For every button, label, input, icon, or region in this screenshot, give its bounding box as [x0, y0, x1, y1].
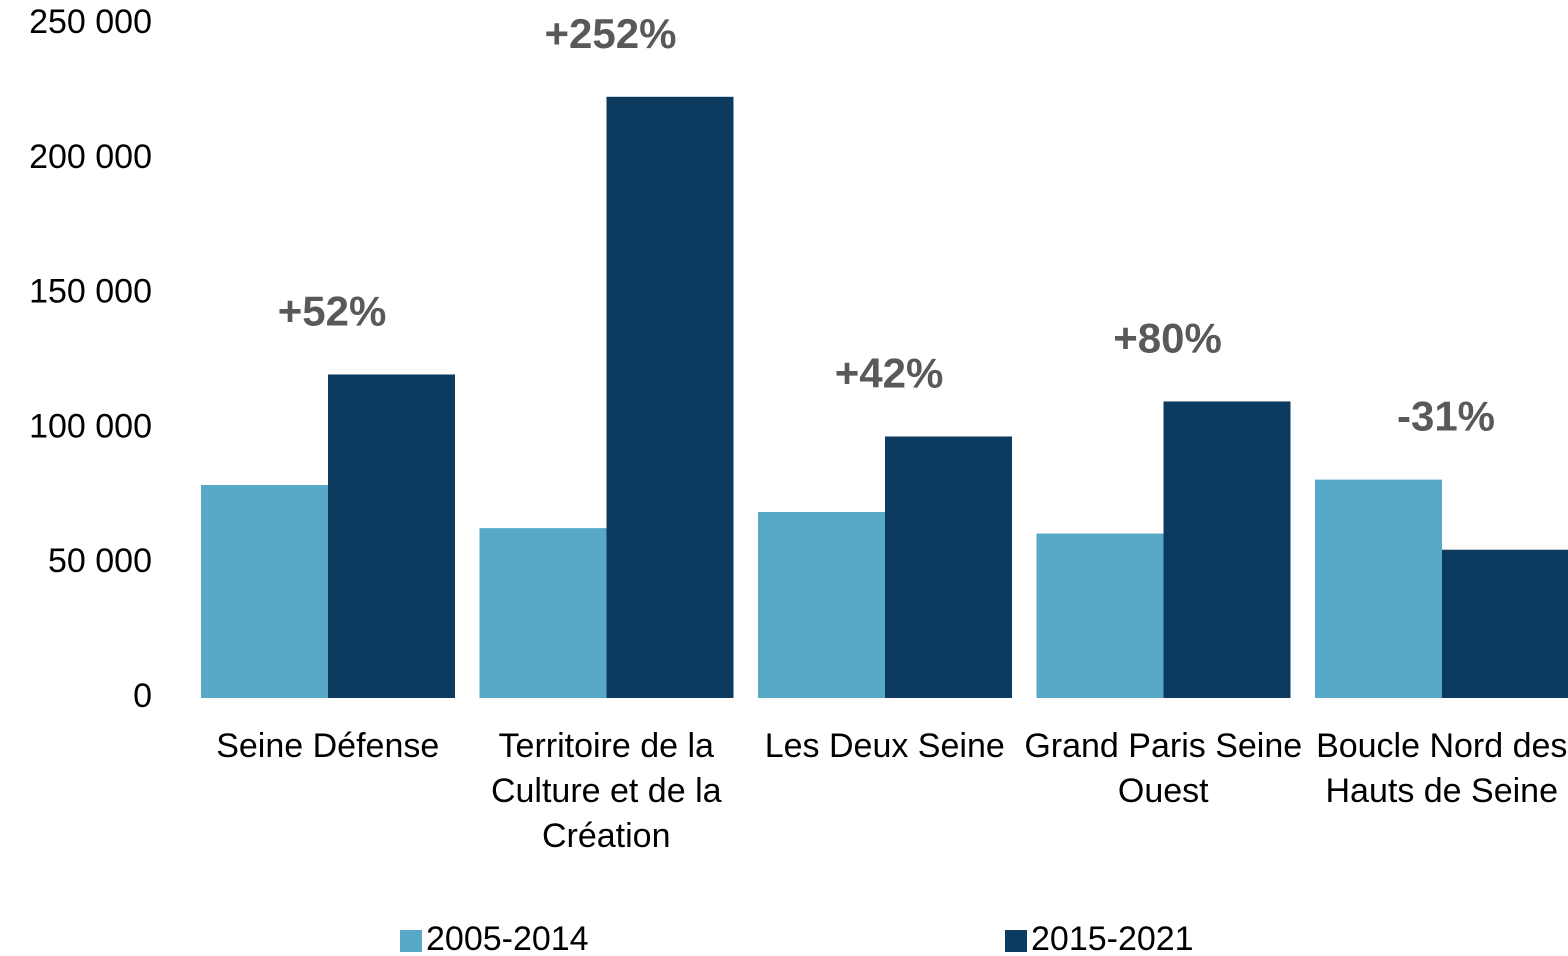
legend-swatch	[400, 930, 422, 952]
y-tick-label: 100 000	[29, 407, 152, 445]
x-tick-label: Territoire de la Culture et de la Créati…	[490, 727, 722, 855]
bar	[479, 528, 607, 698]
bar	[606, 96, 734, 699]
bar	[1163, 401, 1291, 698]
annotation: +252%	[545, 10, 677, 57]
bar	[1442, 549, 1568, 698]
y-tick-label: 150 000	[29, 273, 152, 311]
bar	[1315, 479, 1442, 698]
annotation: +42%	[835, 350, 944, 397]
x-tick-label: Seine Défense	[216, 727, 440, 765]
bar	[201, 485, 328, 698]
x-tick-label: Grand Paris Seine Ouest	[1024, 727, 1303, 810]
bar	[328, 374, 455, 698]
legend-label: 2015-2021	[1031, 920, 1194, 956]
bar	[758, 511, 885, 698]
y-tick-label: 250 000	[29, 3, 152, 41]
annotation: +52%	[278, 288, 387, 335]
y-tick-label: 0	[133, 677, 152, 715]
y-tick-label: 200 000	[29, 138, 152, 176]
x-tick-label: Boucle Nord des Hauts de Seine	[1316, 727, 1568, 810]
bar	[1036, 533, 1164, 698]
legend-swatch	[1005, 930, 1027, 952]
annotation: +80%	[1113, 315, 1222, 362]
legend-label: 2005-2014	[426, 920, 589, 956]
y-tick-label: 50 000	[48, 542, 152, 580]
annotation: -31%	[1397, 393, 1495, 440]
bar	[885, 436, 1012, 698]
x-tick-label: Les Deux Seine	[764, 727, 1005, 765]
